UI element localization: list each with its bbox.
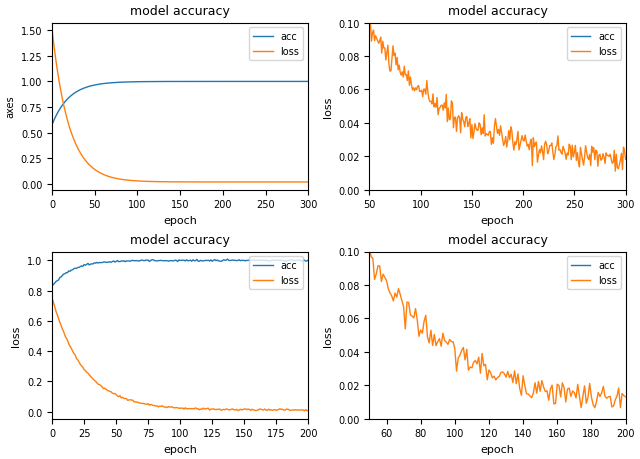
loss xyxy=(520,139,528,145)
loss xyxy=(456,353,464,358)
loss xyxy=(141,402,149,407)
X-axis label: epoch: epoch xyxy=(481,215,515,225)
loss xyxy=(611,169,619,174)
loss xyxy=(539,149,547,155)
acc xyxy=(141,258,149,263)
loss xyxy=(48,296,56,301)
loss xyxy=(618,391,626,397)
Y-axis label: loss: loss xyxy=(323,96,333,118)
X-axis label: epoch: epoch xyxy=(163,444,197,454)
Title: model accuracy: model accuracy xyxy=(447,234,547,246)
loss xyxy=(521,383,529,389)
Line: loss: loss xyxy=(369,20,625,172)
loss xyxy=(305,180,312,185)
Line: loss: loss xyxy=(52,31,308,183)
acc xyxy=(223,79,231,85)
loss xyxy=(483,132,490,137)
loss xyxy=(490,374,498,379)
loss xyxy=(591,405,598,410)
loss xyxy=(517,139,525,144)
Line: loss: loss xyxy=(52,298,308,411)
loss xyxy=(71,353,79,358)
loss xyxy=(621,157,629,163)
loss xyxy=(466,117,474,122)
loss xyxy=(156,403,163,409)
Title: model accuracy: model accuracy xyxy=(130,5,230,18)
Line: acc: acc xyxy=(52,259,308,286)
Legend: acc, loss: acc, loss xyxy=(250,257,303,289)
Title: model accuracy: model accuracy xyxy=(130,234,230,246)
acc xyxy=(156,258,163,264)
loss xyxy=(285,180,293,185)
loss xyxy=(160,179,168,185)
loss xyxy=(558,152,566,157)
loss xyxy=(264,180,272,185)
loss xyxy=(223,180,231,185)
loss xyxy=(365,17,373,22)
acc xyxy=(264,79,272,85)
loss xyxy=(48,28,56,34)
acc xyxy=(187,258,195,263)
loss xyxy=(528,395,536,401)
acc xyxy=(224,257,232,262)
loss xyxy=(283,407,291,412)
loss xyxy=(250,180,257,185)
acc xyxy=(160,79,168,85)
acc xyxy=(305,258,312,263)
acc xyxy=(49,282,57,287)
loss xyxy=(545,397,552,403)
Y-axis label: loss: loss xyxy=(323,325,333,346)
Y-axis label: loss: loss xyxy=(12,325,22,346)
Line: loss: loss xyxy=(369,249,625,408)
loss xyxy=(152,179,159,185)
loss xyxy=(301,408,308,414)
acc xyxy=(48,284,56,289)
acc xyxy=(250,79,257,85)
Legend: acc, loss: acc, loss xyxy=(567,28,621,61)
Legend: acc, loss: acc, loss xyxy=(250,28,303,61)
loss xyxy=(305,408,312,413)
X-axis label: epoch: epoch xyxy=(481,444,515,454)
acc xyxy=(305,79,312,85)
loss xyxy=(365,246,373,252)
loss xyxy=(187,406,195,411)
acc xyxy=(71,266,79,271)
acc xyxy=(285,79,293,85)
acc xyxy=(152,79,159,85)
Title: model accuracy: model accuracy xyxy=(447,5,547,18)
X-axis label: epoch: epoch xyxy=(163,215,197,225)
Line: acc: acc xyxy=(52,82,308,125)
acc xyxy=(284,258,292,264)
Legend: acc, loss: acc, loss xyxy=(567,257,621,289)
loss xyxy=(621,394,629,400)
Y-axis label: axes: axes xyxy=(5,95,15,118)
loss xyxy=(49,300,57,305)
acc xyxy=(48,123,56,128)
